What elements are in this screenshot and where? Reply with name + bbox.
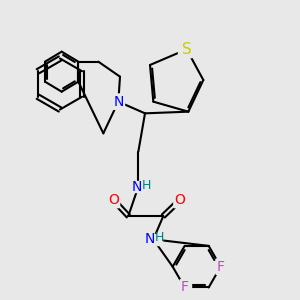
Text: H: H <box>155 231 165 244</box>
Text: S: S <box>182 42 191 57</box>
Text: N: N <box>113 95 124 109</box>
Text: F: F <box>181 280 189 295</box>
Text: H: H <box>142 179 152 192</box>
Text: F: F <box>217 260 225 274</box>
Text: N: N <box>132 180 142 194</box>
Text: O: O <box>108 193 119 207</box>
Text: N: N <box>145 232 155 246</box>
Text: O: O <box>175 193 185 207</box>
